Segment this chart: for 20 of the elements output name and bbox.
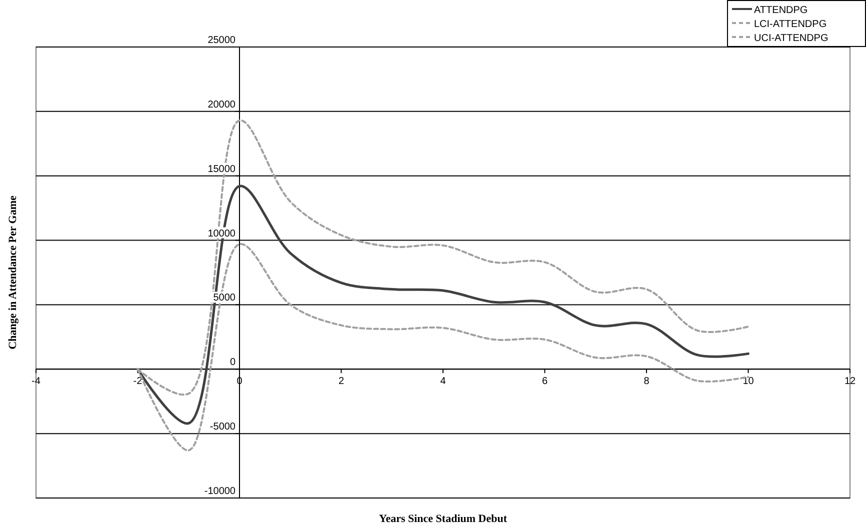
legend-label: LCI-ATTENDPG bbox=[754, 19, 827, 30]
y-tick-label: 10000 bbox=[208, 228, 236, 240]
x-tick-label: 6 bbox=[542, 376, 548, 388]
x-tick-label: -4 bbox=[32, 376, 41, 388]
x-tick-label: 4 bbox=[440, 376, 446, 388]
legend-label: UCI-ATTENDPG bbox=[754, 33, 828, 44]
y-tick-label: 5000 bbox=[213, 292, 236, 304]
y-tick-label: 0 bbox=[230, 357, 236, 368]
x-tick-label: 8 bbox=[644, 376, 650, 388]
x-tick-label: -2 bbox=[133, 376, 143, 388]
y-tick-label: 20000 bbox=[208, 99, 236, 110]
x-axis-title: Years Since Stadium Debut bbox=[378, 513, 508, 525]
x-tick-label: 2 bbox=[338, 376, 344, 388]
y-tick-label: 25000 bbox=[208, 35, 236, 46]
y-tick-label: -10000 bbox=[204, 486, 236, 497]
y-axis-title: Change in Attendance Per Game bbox=[7, 195, 19, 350]
legend-label: ATTENDPG bbox=[754, 5, 808, 16]
x-tick-label: 12 bbox=[844, 376, 856, 388]
y-tick-label: -5000 bbox=[210, 422, 236, 433]
y-tick-label: 15000 bbox=[208, 164, 236, 175]
